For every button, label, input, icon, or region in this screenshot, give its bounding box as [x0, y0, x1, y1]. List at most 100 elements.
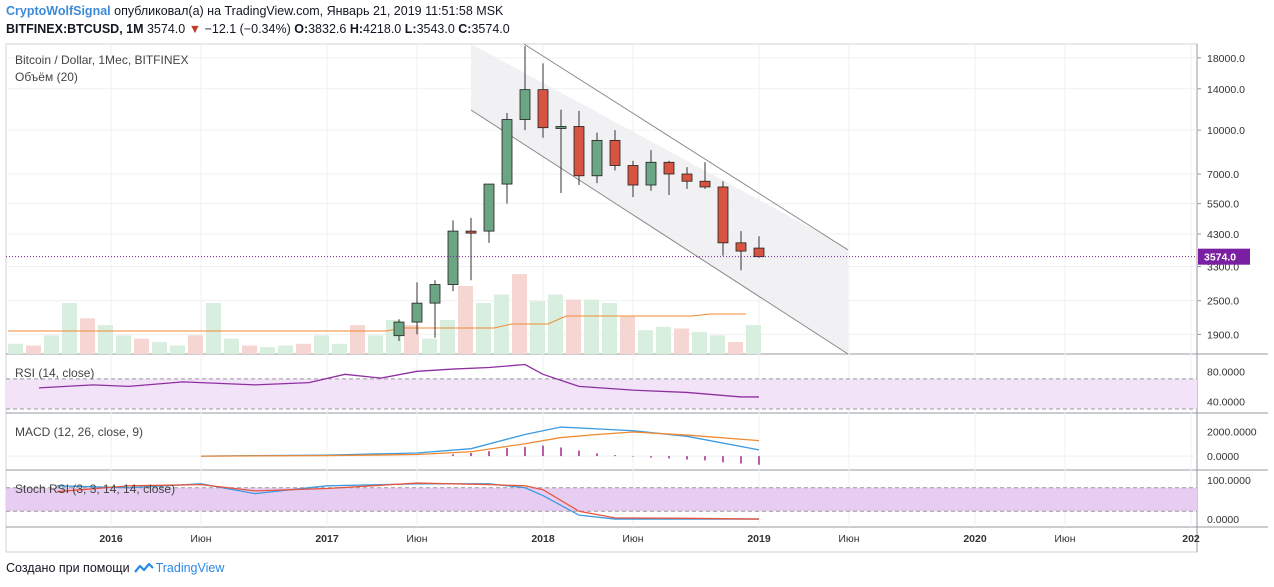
low-value: 3543.0 [416, 22, 455, 36]
rsi-axis-label: 80.0000 [1207, 366, 1245, 378]
candle-body [699, 180, 711, 188]
close-value: 3574.0 [471, 22, 510, 36]
stoch-k-line [56, 483, 759, 520]
time-axis-label: Июн [190, 533, 211, 545]
price-axis-label: 2500.0 [1207, 296, 1239, 308]
time-axis-label: 2020 [963, 533, 987, 545]
time-axis-label: Июн [406, 533, 427, 545]
macd-axis-label: 0.0000 [1207, 451, 1239, 463]
volume-bar [98, 325, 113, 354]
stoch-axis-label: 100.0000 [1207, 475, 1251, 487]
candle-body [393, 321, 405, 337]
volume-bar [530, 301, 545, 354]
candle-body [501, 119, 513, 185]
candle-body [609, 139, 621, 166]
candle-body [735, 242, 747, 252]
volume-bar [620, 316, 635, 354]
price-axis-label: 18000.0 [1207, 53, 1245, 65]
candle-body [663, 161, 675, 175]
candle-body [555, 126, 567, 129]
price-change: −12.1 (−0.34%) [204, 22, 291, 36]
footer: Создано при помощи TradingView [6, 561, 224, 575]
volume-bar [314, 335, 329, 354]
volume-bar [170, 345, 185, 354]
last-price: 3574.0 [146, 22, 186, 36]
candle-body [429, 284, 441, 304]
last-price-tag [1198, 248, 1250, 265]
volume-bar [350, 325, 365, 354]
volume-bar [692, 331, 707, 354]
ohlc-values: O:3832.6 H:4218.0 L:3543.0 C:3574.0 [294, 22, 510, 36]
candle-body [573, 126, 585, 177]
price-axis-label: 7000.0 [1207, 169, 1239, 181]
volume-bar [296, 343, 311, 354]
volume-bar [512, 274, 527, 354]
tradingview-brand-label: TradingView [155, 561, 225, 575]
volume-bar [206, 303, 221, 354]
candle-body [591, 139, 603, 177]
macd-pane-title: MACD (12, 26, close, 9) [15, 425, 143, 439]
channel-fill [471, 44, 848, 354]
stoch-axis-label: 0.0000 [1207, 514, 1239, 526]
candle-body [447, 230, 459, 285]
macd-signal-line [200, 431, 760, 457]
candle-body [465, 230, 477, 234]
volume-bar [44, 335, 59, 354]
volume-bar [566, 299, 581, 354]
time-axis-label: Июн [622, 533, 643, 545]
time-axis-label: 2016 [99, 533, 123, 545]
tradingview-brand[interactable]: TradingView [133, 561, 225, 575]
candle-body [627, 165, 639, 186]
time-axis-label: 202 [1182, 533, 1200, 545]
volume-bar [242, 345, 257, 354]
volume-bar [584, 299, 599, 354]
time-axis-label: 2018 [531, 533, 555, 545]
volume-bar [116, 335, 131, 354]
author-link[interactable]: CryptoWolfSignal [6, 4, 111, 18]
time-axis-label: Июн [1054, 533, 1075, 545]
volume-bar [80, 318, 95, 354]
volume-bar [602, 303, 617, 354]
time-axis-label: 2017 [315, 533, 339, 545]
volume-bar [548, 294, 563, 354]
volume-bar [674, 328, 689, 354]
rsi-band-fill [6, 378, 1197, 409]
channel-upper-line [523, 43, 849, 251]
publish-info: CryptoWolfSignal опубликовал(а) на Tradi… [6, 4, 503, 18]
candle-body [717, 186, 729, 244]
volume-bar [332, 343, 347, 354]
volume-bar [134, 338, 149, 354]
candle-body [483, 183, 495, 232]
high-label: H: [349, 22, 364, 36]
volume-bar [440, 320, 455, 354]
volume-bar [278, 345, 293, 354]
symbol-name: BITFINEX:BTCUSD, 1M [6, 22, 144, 36]
volume-bar [746, 325, 761, 354]
candle-body [681, 173, 693, 182]
volume-ma-line [8, 313, 746, 332]
candle-body [537, 89, 549, 129]
price-axis-label: 5500.0 [1207, 199, 1239, 211]
symbol-info: BITFINEX:BTCUSD, 1M 3574.0 ▼ −12.1 (−0.3… [6, 22, 510, 36]
down-arrow-icon: ▼ [188, 22, 202, 36]
rsi-axis-label: 40.0000 [1207, 396, 1245, 408]
price-axis-label: 1900.0 [1207, 329, 1239, 341]
main-pane-title: Bitcoin / Dollar, 1Мес, BITFINEX [15, 53, 189, 67]
stoch-pane-title: Stoch RSI (3, 3, 14, 14, close) [15, 482, 175, 496]
price-axis-label: 10000.0 [1207, 125, 1245, 137]
volume-bar [422, 338, 437, 354]
low-label: L: [404, 22, 417, 36]
rsi-pane-title: RSI (14, close) [15, 366, 94, 380]
price-axis-label: 14000.0 [1207, 84, 1245, 96]
tradingview-logo-icon [133, 562, 154, 573]
volume-bar [368, 335, 383, 354]
time-axis-label: Июн [838, 533, 859, 545]
volume-bar [224, 338, 239, 354]
volume-bar [710, 335, 725, 354]
volume-bar [260, 347, 275, 354]
volume-bar [728, 342, 743, 354]
volume-bar [26, 345, 41, 354]
open-value: 3832.6 [308, 22, 347, 36]
time-axis-label: 2019 [747, 533, 771, 545]
